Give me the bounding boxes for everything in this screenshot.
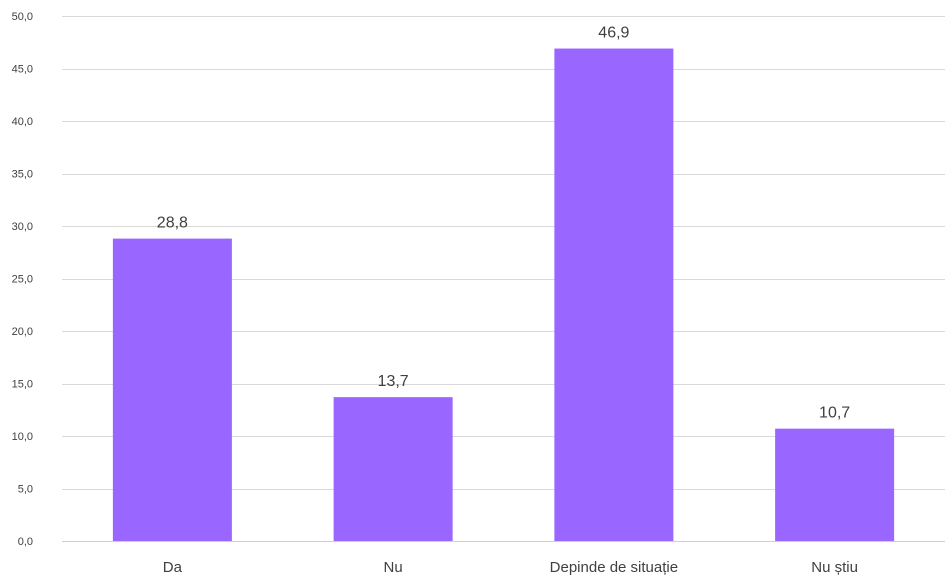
- bar: [112, 238, 232, 541]
- y-tick-label: 45,0: [12, 64, 33, 76]
- y-tick-label: 15,0: [12, 379, 33, 391]
- x-tick-label: Nu: [384, 559, 403, 576]
- y-tick-label: 20,0: [12, 326, 33, 338]
- bars: [112, 48, 895, 542]
- y-axis: 0,0 5,0 10,0 15,0 20,0 25,0 30,0 35,0 40,0 45,0 50…: [12, 11, 33, 548]
- y-tick-label: 0,0: [18, 536, 33, 548]
- x-axis: Da Nu Depinde de situație Nu știu: [62, 541, 945, 576]
- bar: [333, 397, 453, 541]
- data-label: 10,7: [819, 405, 850, 422]
- bar: [775, 428, 895, 541]
- data-label: 28,8: [157, 215, 188, 232]
- y-tick-label: 40,0: [12, 116, 33, 128]
- data-label: 13,7: [378, 373, 409, 390]
- x-tick-label: Nu știu: [811, 559, 858, 576]
- x-tick-label: Depinde de situație: [550, 559, 678, 576]
- y-tick-label: 25,0: [12, 274, 33, 286]
- y-tick-label: 30,0: [12, 221, 33, 233]
- data-label: 46,9: [598, 25, 629, 42]
- x-tick-label: Da: [163, 559, 183, 576]
- bar: [554, 48, 674, 542]
- y-tick-label: 35,0: [12, 169, 33, 181]
- y-tick-label: 5,0: [18, 484, 33, 496]
- data-labels: 28,8 13,7 46,9 10,7: [157, 25, 850, 422]
- y-tick-label: 10,0: [12, 431, 33, 443]
- y-tick-label: 50,0: [12, 11, 33, 23]
